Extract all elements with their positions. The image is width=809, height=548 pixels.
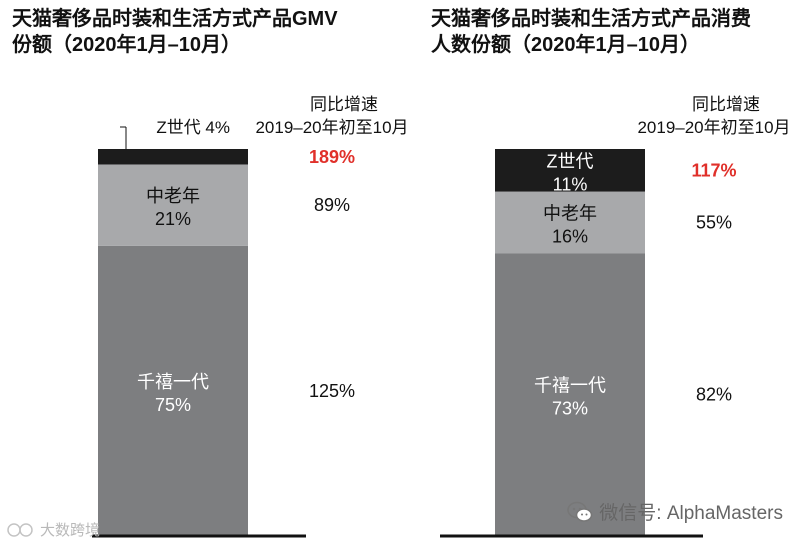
bar-segment-1-1 xyxy=(98,245,248,536)
growth-header-1-line-2: 2019–20年初至10月 xyxy=(255,118,408,137)
brand-logo-icon xyxy=(7,522,33,537)
wechat-icon xyxy=(567,501,593,522)
chart-2-title-line-1: 天猫奢侈品时装和生活方式产品消费 xyxy=(431,8,751,30)
chart-1-title-line-1: 天猫奢侈品时装和生活方式产品GMV xyxy=(12,8,338,30)
wechat-watermark: 微信号: AlphaMasters xyxy=(567,498,783,525)
growth-header-2-line-1: 同比增速 xyxy=(692,95,760,114)
bar-segment-1-3 xyxy=(98,149,248,165)
bar-segment-1-2 xyxy=(98,164,248,246)
growth-value-2-1: 82% xyxy=(696,385,732,405)
growth-value-1-1: 125% xyxy=(309,381,355,401)
bar-segment-2-1 xyxy=(495,253,645,537)
chart-1-title: 天猫奢侈品时装和生活方式产品GMV 份额（2020年1月–10月） xyxy=(12,6,412,58)
chart-1: 千禧一代 75% 125% 中老年 21% 89% Z世代 4% 189% 同比增速 2019–2… xyxy=(92,95,409,538)
segment-name-1-2: 中老年 xyxy=(146,186,200,206)
growth-value-1-2: 89% xyxy=(314,195,350,215)
wechat-watermark-text: 微信号: AlphaMasters xyxy=(599,503,783,524)
chart-2-title-line-2: 人数份额（2020年1月–10月） xyxy=(431,34,700,56)
segment-name-1-1: 千禧一代 xyxy=(137,372,209,392)
segment-name-2-2: 中老年 xyxy=(543,204,597,224)
segment-value-1-2: 21% xyxy=(155,209,191,229)
segment-value-2-2: 16% xyxy=(552,227,588,247)
chart-2-title: 天猫奢侈品时装和生活方式产品消费 人数份额（2020年1月–10月） xyxy=(431,6,801,58)
segment-value-2-3: 11% xyxy=(553,174,588,194)
segment-name-2-1: 千禧一代 xyxy=(534,376,606,396)
bar-segment-2-2 xyxy=(495,191,645,254)
segment-value-1-1: 75% xyxy=(155,395,191,415)
growth-header-1-line-1: 同比增速 xyxy=(310,95,378,114)
chart-1-title-line-2: 份额（2020年1月–10月） xyxy=(12,34,241,56)
growth-header-2-line-2: 2019–20年初至10月 xyxy=(637,118,790,137)
segment-callout-label-1: Z世代 4% xyxy=(156,118,230,137)
segment-value-2-1: 73% xyxy=(552,399,588,419)
segment-name-2-3: Z世代 xyxy=(547,151,594,171)
growth-value-2-2: 55% xyxy=(696,213,732,233)
source-watermark-text: 大数跨境 xyxy=(40,522,101,539)
bar-segment-2-3 xyxy=(495,149,645,192)
source-watermark: 大数跨境 xyxy=(6,519,100,540)
growth-value-1-3: 189% xyxy=(309,147,355,167)
chart-2: 千禧一代 73% 82% 中老年 16% 55% Z世代 11% 117% 同比增速 2019–20… xyxy=(440,95,791,538)
growth-value-2-3: 117% xyxy=(691,160,736,180)
